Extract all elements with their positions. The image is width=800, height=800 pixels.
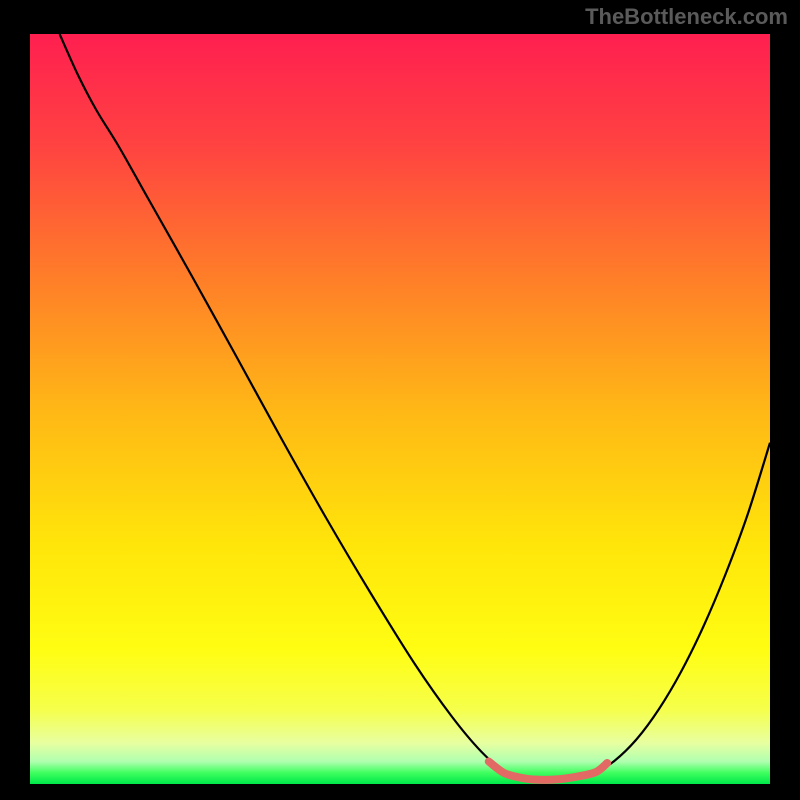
chart-container: TheBottleneck.com: [0, 0, 800, 800]
bottleneck-chart: [0, 0, 800, 800]
watermark-text: TheBottleneck.com: [585, 4, 788, 30]
plot-background: [30, 34, 770, 784]
